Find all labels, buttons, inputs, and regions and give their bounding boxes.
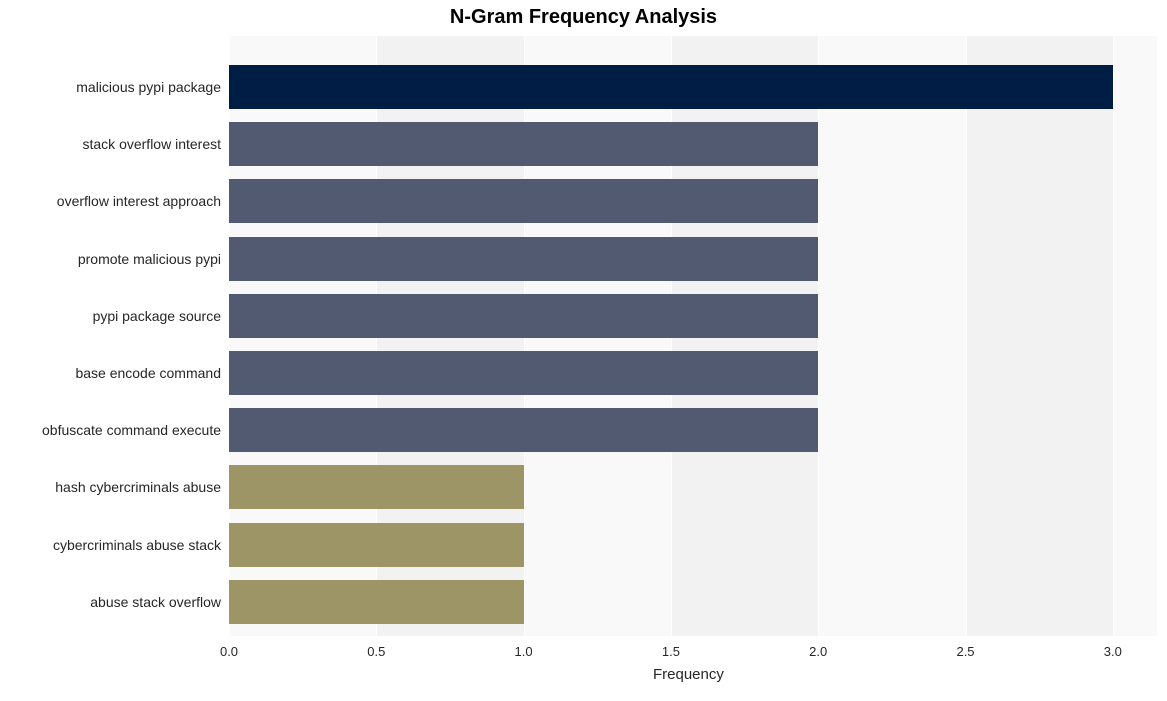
y-tick-label: base encode command: [0, 365, 221, 381]
y-tick-label: promote malicious pypi: [0, 251, 221, 267]
y-tick-label: cybercriminals abuse stack: [0, 537, 221, 553]
x-tick-label: 1.5: [662, 644, 680, 659]
bar: [229, 122, 818, 166]
bar: [229, 465, 524, 509]
bar: [229, 408, 818, 452]
x-axis-label: Frequency: [653, 666, 724, 683]
x-gridline: [1113, 36, 1114, 636]
bar: [229, 523, 524, 567]
y-tick-label: obfuscate command execute: [0, 422, 221, 438]
y-tick-label: hash cybercriminals abuse: [0, 479, 221, 495]
y-tick-label: malicious pypi package: [0, 79, 221, 95]
grid-band: [966, 36, 1113, 636]
bar: [229, 179, 818, 223]
y-tick-label: abuse stack overflow: [0, 594, 221, 610]
x-tick-label: 2.0: [809, 644, 827, 659]
x-tick-label: 2.5: [956, 644, 974, 659]
chart-title: N-Gram Frequency Analysis: [0, 6, 1167, 29]
x-tick-label: 0.0: [220, 644, 238, 659]
x-tick-label: 1.0: [515, 644, 533, 659]
x-gridline: [966, 36, 967, 636]
y-tick-label: pypi package source: [0, 308, 221, 324]
y-tick-label: stack overflow interest: [0, 136, 221, 152]
bar: [229, 237, 818, 281]
x-gridline: [818, 36, 819, 636]
bar: [229, 294, 818, 338]
x-tick-label: 3.0: [1104, 644, 1122, 659]
bar: [229, 580, 524, 624]
bar: [229, 351, 818, 395]
grid-band: [818, 36, 965, 636]
bar: [229, 65, 1113, 109]
y-tick-label: overflow interest approach: [0, 193, 221, 209]
x-tick-label: 0.5: [367, 644, 385, 659]
plot-area: [229, 36, 1157, 656]
